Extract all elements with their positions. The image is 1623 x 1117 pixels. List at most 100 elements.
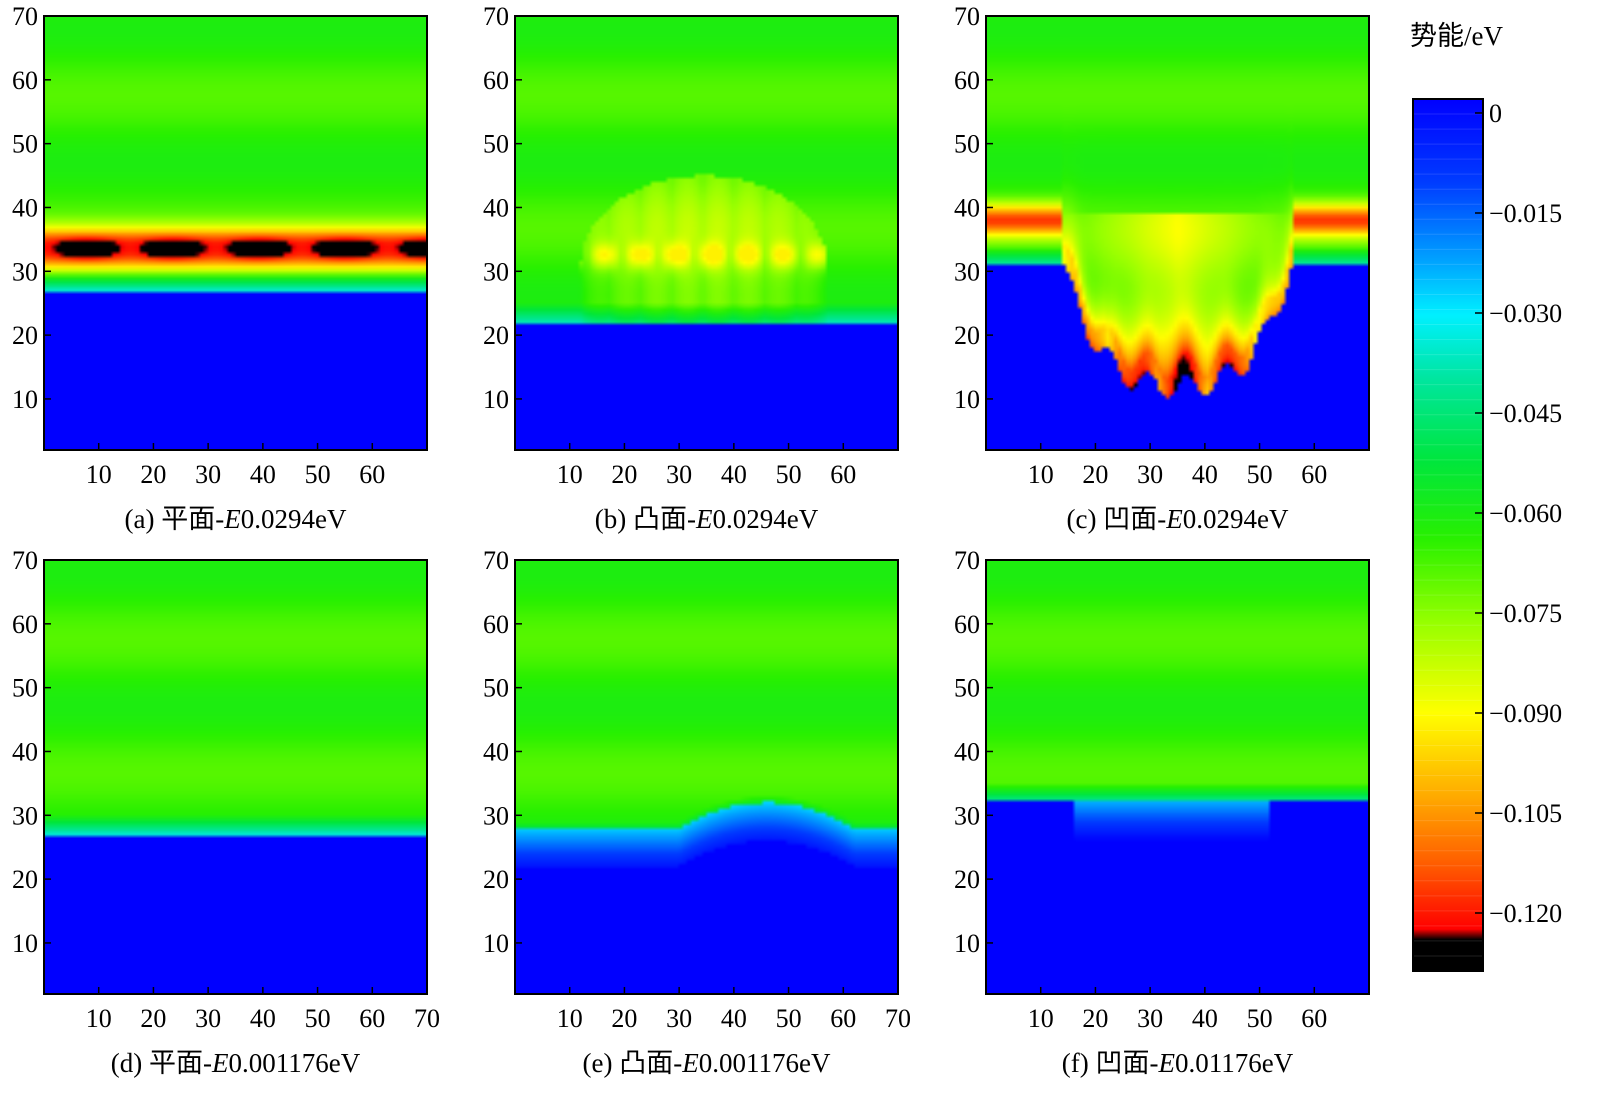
caption-variable: E xyxy=(223,504,241,534)
x-tick-label: 50 xyxy=(776,1004,802,1033)
colorbar-title: 势能/eV xyxy=(1410,21,1503,51)
y-tick-label: 30 xyxy=(954,257,980,286)
y-tick-label: 10 xyxy=(12,385,38,414)
caption-variable: E xyxy=(1157,1048,1175,1078)
x-tick-label: 50 xyxy=(1247,460,1273,489)
x-tick-label: 30 xyxy=(195,460,221,489)
x-tick-label: 30 xyxy=(1137,460,1163,489)
y-tick-label: 70 xyxy=(12,546,38,575)
x-tick-label: 60 xyxy=(359,1004,385,1033)
heatmap-d xyxy=(44,560,427,994)
y-tick-label: 60 xyxy=(483,66,509,95)
x-tick-label: 20 xyxy=(140,1004,166,1033)
caption-prefix: (d) 平面- xyxy=(111,1048,212,1078)
colorbar-tick-label: −0.015 xyxy=(1489,199,1562,228)
y-tick-label: 60 xyxy=(483,610,509,639)
caption-prefix: (c) 凹面- xyxy=(1067,504,1167,534)
colorbar-tick-label: −0.120 xyxy=(1489,899,1562,928)
x-tick-label: 60 xyxy=(359,460,385,489)
x-tick-label: 40 xyxy=(250,1004,276,1033)
y-tick-label: 70 xyxy=(954,546,980,575)
panel-caption: (b) 凸面-E0.0294eV xyxy=(595,504,819,534)
colorbar-frame xyxy=(1412,98,1484,972)
heatmap-a xyxy=(44,16,427,450)
x-tick-label: 40 xyxy=(1192,1004,1218,1033)
y-tick-label: 50 xyxy=(954,674,980,703)
y-tick-label: 70 xyxy=(954,2,980,31)
x-tick-label: 30 xyxy=(666,460,692,489)
caption-prefix: (a) 平面- xyxy=(125,504,225,534)
colorbar-tick-label: −0.075 xyxy=(1489,599,1562,628)
y-tick-label: 70 xyxy=(483,546,509,575)
caption-variable: E xyxy=(695,504,713,534)
plot-frame xyxy=(43,15,428,451)
x-tick-label: 40 xyxy=(250,460,276,489)
x-tick-label: 10 xyxy=(557,460,583,489)
panel-caption: (c) 凹面-E0.0294eV xyxy=(1067,504,1289,534)
plot-frame xyxy=(514,559,899,995)
x-tick-label: 40 xyxy=(1192,460,1218,489)
y-tick-label: 10 xyxy=(483,385,509,414)
y-tick-label: 50 xyxy=(954,130,980,159)
colorbar-tick-label: −0.090 xyxy=(1489,699,1562,728)
y-tick-label: 30 xyxy=(483,257,509,286)
panel-d: 10 20 30 40 50 60 70 10 20 30 40 50 60 70 (d) 平面-E0.00… xyxy=(12,546,440,1078)
y-tick-label: 60 xyxy=(954,610,980,639)
colorbar-tick-label: −0.030 xyxy=(1489,299,1562,328)
x-tick-label: 70 xyxy=(885,1004,911,1033)
colorbar-tick-label: 0 xyxy=(1489,99,1502,128)
x-tick-label: 50 xyxy=(1247,1004,1273,1033)
y-tick-label: 30 xyxy=(954,801,980,830)
y-tick-label: 70 xyxy=(483,2,509,31)
caption-prefix: (f) 凹面- xyxy=(1062,1048,1159,1078)
panel-e: 10 20 30 40 50 60 70 10 20 30 40 50 60 70 (e) 凸面-E0.00… xyxy=(483,546,911,1078)
caption-prefix: (e) 凸面- xyxy=(583,1048,683,1078)
y-tick-label: 20 xyxy=(954,865,980,894)
colorbar-tick-label: −0.045 xyxy=(1489,399,1562,428)
panel-c: 10 20 30 40 50 60 70 10 20 30 40 50 60 (c) 凹面-E0.0294… xyxy=(954,2,1370,534)
panel-caption: (a) 平面-E0.0294eV xyxy=(125,504,347,534)
caption-value: 0.01176eV xyxy=(1175,1048,1294,1078)
panel-caption: (e) 凸面-E0.001176eV xyxy=(583,1048,831,1078)
panel-caption: (d) 平面-E0.001176eV xyxy=(111,1048,361,1078)
colorbar-gradient xyxy=(1413,99,1483,971)
y-tick-label: 70 xyxy=(12,2,38,31)
x-tick-label: 10 xyxy=(86,460,112,489)
y-tick-label: 40 xyxy=(954,737,980,766)
colorbar: 势能/eV 0 −0.015 −0.030 −0.045 −0.060 −0.075 −0.0… xyxy=(1410,21,1562,972)
x-tick-label: 10 xyxy=(557,1004,583,1033)
caption-value: 0.0294eV xyxy=(713,504,819,534)
y-tick-label: 20 xyxy=(483,865,509,894)
y-tick-label: 30 xyxy=(12,257,38,286)
heatmap-e xyxy=(515,560,898,994)
panel-caption: (f) 凹面-E0.01176eV xyxy=(1062,1048,1294,1078)
x-tick-label: 10 xyxy=(86,1004,112,1033)
panel-b: 10 20 30 40 50 60 70 10 20 30 40 50 60 (b) 凸面-E0.0294… xyxy=(483,2,899,534)
x-tick-label: 60 xyxy=(830,1004,856,1033)
y-tick-label: 30 xyxy=(483,801,509,830)
caption-variable: E xyxy=(1165,504,1183,534)
y-tick-label: 50 xyxy=(483,674,509,703)
y-tick-label: 10 xyxy=(954,929,980,958)
y-tick-label: 20 xyxy=(483,321,509,350)
panel-a: 10 20 30 40 50 60 70 10 20 30 40 50 60 (a) 平面-E0.0294… xyxy=(12,2,428,534)
colorbar-tick-label: −0.060 xyxy=(1489,499,1562,528)
y-tick-label: 30 xyxy=(12,801,38,830)
caption-value: 0.001176eV xyxy=(229,1048,361,1078)
y-tick-label: 50 xyxy=(483,130,509,159)
x-tick-label: 30 xyxy=(1137,1004,1163,1033)
x-tick-label: 10 xyxy=(1028,460,1054,489)
x-tick-label: 50 xyxy=(776,460,802,489)
x-tick-label: 20 xyxy=(140,460,166,489)
x-tick-label: 20 xyxy=(611,1004,637,1033)
x-tick-label: 70 xyxy=(414,1004,440,1033)
y-tick-label: 10 xyxy=(954,385,980,414)
y-tick-label: 60 xyxy=(12,66,38,95)
x-tick-label: 60 xyxy=(1301,1004,1327,1033)
plot-frame xyxy=(514,15,899,451)
heatmap-b xyxy=(515,16,898,450)
y-tick-label: 10 xyxy=(483,929,509,958)
plot-frame xyxy=(43,559,428,995)
x-tick-label: 50 xyxy=(305,1004,331,1033)
